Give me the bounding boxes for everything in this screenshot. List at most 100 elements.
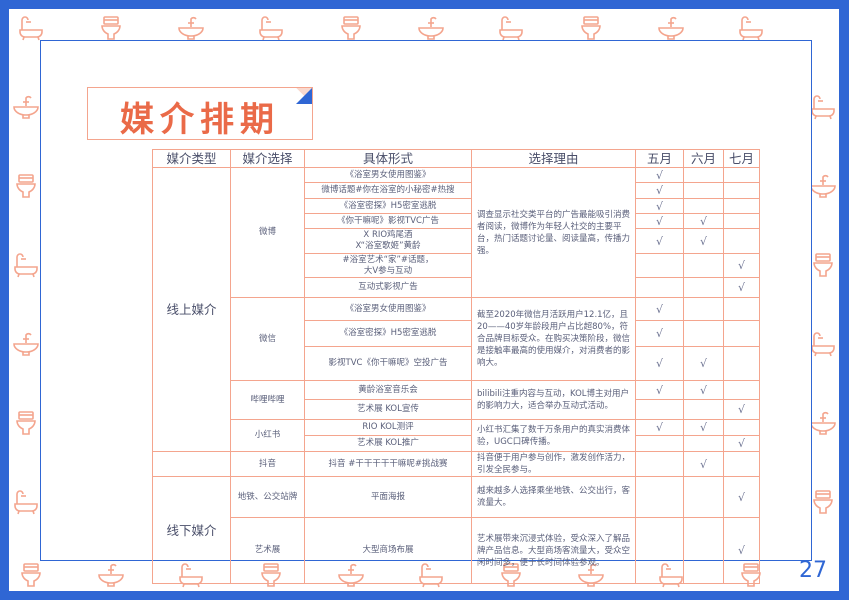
title-box: 媒介排期 — [87, 87, 313, 140]
bathtub-icon — [12, 488, 40, 516]
media-choice-cell: 微博 — [230, 167, 305, 298]
header-may: 五月 — [635, 149, 684, 168]
table-row: 艺术展 大型商场布展 艺术展带来沉浸式体验，受众深入了解品牌产品信息。大型商场客流量… — [153, 517, 760, 584]
table-row: 小红书 RIO KOL测评 小红书汇集了数千万条用户的真实消费体验，UGC口碑传播。… — [153, 419, 760, 452]
sink-icon — [657, 14, 685, 42]
form-text: 影视TVC《你干嘛呢》空投广告 — [328, 358, 448, 368]
toilet-icon — [809, 488, 837, 516]
media-type-cell: 线上媒介 — [152, 167, 231, 452]
form-cell: X RIO鸡尾酒 X“浴室歌姬”黄龄 — [304, 228, 472, 254]
page-number: 27 — [799, 558, 827, 583]
empty-month-cell — [723, 213, 760, 229]
reason-cell: 小红书汇集了数千万条用户的真实消费体验，UGC口碑传播。 — [471, 419, 636, 452]
empty-month-cell — [723, 320, 760, 347]
form-text: RIO KOL测评 — [362, 422, 414, 432]
check-mark-icon: √ — [635, 346, 684, 381]
form-text: 《浴室密探》H5密室逃脱 — [339, 200, 437, 211]
check-mark-icon: √ — [683, 380, 724, 400]
form-text: 大V参与互动 — [363, 265, 413, 276]
table-row: 《浴室密探》H5密室逃脱 √ — [153, 320, 760, 347]
check-mark-icon: √ — [635, 419, 684, 436]
empty-month-cell — [723, 380, 760, 400]
check-mark-icon: √ — [635, 182, 684, 199]
media-choice-cell: 抖音 — [230, 451, 305, 477]
form-text: 《浴室男女使用图鉴》 — [345, 169, 431, 180]
page-title: 媒介排期 — [120, 100, 280, 140]
check-mark-icon: √ — [723, 435, 760, 452]
header-reason: 选择理由 — [471, 149, 636, 168]
check-mark-icon: √ — [723, 253, 760, 278]
toilet-icon — [577, 14, 605, 42]
sink-icon — [417, 14, 445, 42]
empty-month-cell — [683, 198, 724, 214]
empty-month-cell — [683, 253, 724, 278]
media-choice-cell: 哔哩哔哩 — [230, 380, 305, 420]
empty-month-cell — [635, 399, 684, 420]
form-text: X RIO鸡尾酒 — [363, 230, 413, 240]
check-mark-icon: √ — [635, 228, 684, 254]
empty-month-cell — [723, 419, 760, 436]
reason-cell: bilibili注重内容与互动，KOL博主对用户的影响力大，适合举办互动式活动。 — [471, 380, 636, 420]
table-header-row: 媒介类型 媒介选择 具体形式 选择理由 五月 六月 七月 — [152, 149, 760, 168]
sink-icon — [809, 409, 837, 437]
sink-icon — [12, 93, 40, 121]
table-row: 互动式影视广告 √ — [153, 277, 760, 298]
check-mark-icon: √ — [683, 346, 724, 381]
form-cell: 《浴室男女使用图鉴》 — [304, 167, 472, 183]
form-text: 大型商场布展 — [362, 545, 414, 555]
header-media-choice: 媒介选择 — [230, 149, 305, 168]
check-mark-icon: √ — [635, 167, 684, 183]
bathtub-icon — [809, 330, 837, 358]
header-form: 具体形式 — [304, 149, 472, 168]
form-cell: 《你干嘛呢》影视TVC广告 — [304, 213, 472, 229]
empty-month-cell — [635, 435, 684, 452]
form-cell: 《浴室密探》H5密室逃脱 — [304, 198, 472, 214]
table-row: 线下媒介 地铁、公交站牌 平面海报 越来越多人选择乘坐地铁、公交出行，客流量大。 √ — [152, 476, 760, 584]
media-choice-cell: 地铁、公交站牌 — [230, 476, 305, 518]
header-media-type: 媒介类型 — [152, 149, 231, 168]
header-june: 六月 — [683, 149, 724, 168]
form-cell: 艺术展 KOL推广 — [304, 435, 472, 452]
table-row: 影视TVC《你干嘛呢》空投广告 √ √ — [153, 346, 760, 381]
check-mark-icon: √ — [635, 213, 684, 229]
form-cell: 《浴室男女使用图鉴》 — [304, 297, 472, 321]
form-text: 微博话题#你在浴室的小秘密#热搜 — [321, 185, 455, 195]
form-cell: 《浴室密探》H5密室逃脱 — [304, 320, 472, 347]
empty-month-cell — [683, 182, 724, 199]
empty-month-cell — [635, 277, 684, 298]
table-row: 哔哩哔哩 黄龄浴室音乐会 bilibili注重内容与互动，KOL博主对用户的影响力大… — [153, 380, 760, 420]
form-cell: RIO KOL测评 — [304, 419, 472, 436]
form-cell: 平面海报 — [304, 476, 472, 518]
media-schedule-table: 媒介类型 媒介选择 具体形式 选择理由 五月 六月 七月 线上媒介 微博 《浴室男女… — [152, 149, 760, 584]
empty-month-cell — [723, 346, 760, 381]
table-row: 《你干嘛呢》影视TVC广告 √ √ — [153, 213, 760, 229]
check-mark-icon: √ — [635, 297, 684, 321]
form-cell: 艺术展 KOL宣传 — [304, 399, 472, 420]
reason-cell: 抖音便于用户参与创作，激发创作活力，引发全民参与。 — [471, 451, 636, 477]
form-cell: #浴室艺术“家”#话题， 大V参与互动 — [304, 253, 472, 278]
toilet-icon — [12, 172, 40, 200]
content-frame: 媒介排期 媒介类型 媒介选择 具体形式 选择理由 五月 六月 七月 线上媒介 微博… — [40, 40, 812, 584]
toilet-icon — [12, 409, 40, 437]
empty-month-cell — [723, 228, 760, 254]
empty-month-cell — [683, 277, 724, 298]
bathtub-icon — [257, 14, 285, 42]
form-cell: 黄龄浴室音乐会 — [304, 380, 472, 400]
reason-cell: 截至2020年微信月活跃用户12.1亿，且20——40岁年龄段用户占比超80%，… — [471, 297, 636, 381]
page: 媒介排期 媒介类型 媒介选择 具体形式 选择理由 五月 六月 七月 线上媒介 微博… — [9, 9, 839, 591]
form-text: #浴室艺术“家”#话题， — [342, 254, 434, 265]
empty-month-cell — [683, 320, 724, 347]
empty-month-cell — [723, 198, 760, 214]
media-type-cell — [152, 451, 231, 477]
bathtub-icon — [809, 93, 837, 121]
empty-month-cell — [635, 476, 684, 518]
empty-month-cell — [683, 399, 724, 420]
check-mark-icon: √ — [635, 198, 684, 214]
empty-month-cell — [635, 253, 684, 278]
form-text: 抖音 #干干干干干嘛呢#挑战赛 — [328, 458, 448, 469]
form-text: 《浴室密探》H5密室逃脱 — [339, 328, 437, 338]
empty-month-cell — [635, 451, 684, 477]
check-mark-icon: √ — [723, 399, 760, 420]
check-mark-icon: √ — [635, 380, 684, 400]
empty-month-cell — [723, 451, 760, 477]
